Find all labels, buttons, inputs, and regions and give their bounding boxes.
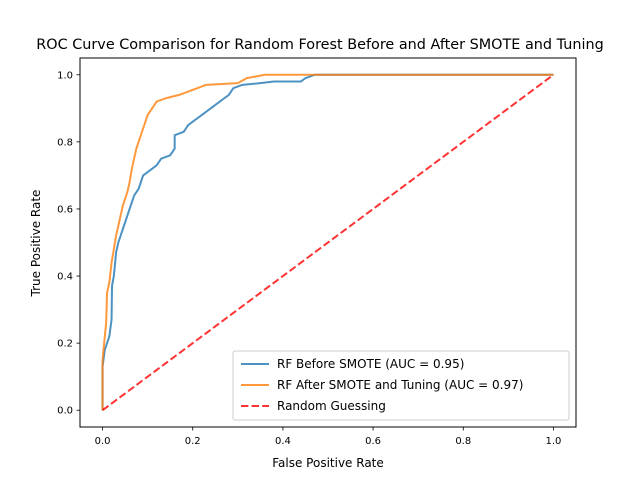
- y-axis-ticks: 0.0 0.2 0.4 0.6 0.8 1.0: [57, 70, 80, 417]
- x-tick-label: 0.6: [365, 436, 381, 447]
- legend-box: [232, 350, 570, 421]
- x-axis-ticks: 0.0 0.2 0.4 0.6 0.8 1.0: [95, 427, 562, 447]
- x-tick-label: 0.0: [95, 436, 111, 447]
- x-axis-label: False Positive Rate: [272, 456, 384, 470]
- series-line-1: [101, 73, 554, 411]
- legend-label: RF After SMOTE and Tuning (AUC = 0.97): [277, 378, 523, 392]
- y-tick-label: 0.6: [57, 204, 73, 215]
- legend-label: RF Before SMOTE (AUC = 0.95): [277, 357, 464, 371]
- x-tick-label: 1.0: [546, 436, 562, 447]
- legend: RF Before SMOTE (AUC = 0.95) RF After SMO…: [232, 350, 570, 421]
- y-tick-label: 0.2: [57, 339, 73, 350]
- x-tick-label: 0.2: [185, 436, 201, 447]
- plot-frame: [79, 57, 577, 428]
- y-tick-label: 1.0: [57, 70, 73, 81]
- y-tick-label: 0.0: [57, 406, 73, 417]
- plot-content: [101, 73, 555, 412]
- series-line-2: [101, 73, 554, 411]
- series-line-3: [101, 73, 555, 412]
- chart-title: ROC Curve Comparison for Random Forest B…: [36, 37, 603, 53]
- y-axis-label: True Positive Rate: [29, 190, 43, 298]
- y-tick-label: 0.8: [57, 137, 73, 148]
- y-tick-label: 0.4: [57, 272, 73, 283]
- x-tick-label: 0.8: [455, 436, 471, 447]
- x-tick-label: 0.4: [275, 436, 291, 447]
- legend-label: Random Guessing: [277, 399, 386, 413]
